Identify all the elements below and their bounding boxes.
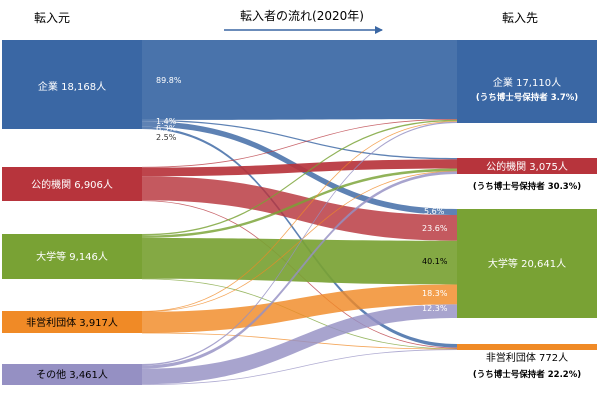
source-label-other: その他 3,461人 bbox=[36, 368, 108, 381]
pct-univ-from-university: 40.1% bbox=[422, 257, 448, 266]
flow-university-to-university bbox=[142, 238, 457, 285]
target-label-npo: 非営利団体 772人 bbox=[486, 351, 568, 364]
source-node-university bbox=[2, 234, 142, 279]
flow-public-to-company bbox=[141, 119, 458, 168]
pct-company-to-public: 1.4% bbox=[156, 117, 177, 126]
flow-npo-to-university bbox=[142, 284, 457, 333]
pct-univ-from-company: 5.6% bbox=[424, 207, 445, 216]
source-node-other bbox=[2, 364, 142, 385]
flow-public-to-public bbox=[142, 159, 457, 177]
flow-other-to-public bbox=[142, 171, 457, 369]
header-flow-title: 転入者の流れ(2020年) bbox=[240, 9, 364, 23]
target-label-company: 企業 17,110人 bbox=[493, 76, 561, 89]
source-node-company bbox=[2, 40, 142, 129]
source-label-university: 大学等 9,146人 bbox=[36, 250, 108, 263]
source-nodes: 企業 18,168人 公的機関 6,906人 大学等 9,146人 非営利団体 … bbox=[2, 40, 142, 385]
source-node-public bbox=[2, 167, 142, 201]
target-node-public bbox=[457, 158, 597, 174]
target-node-npo bbox=[457, 344, 597, 350]
target-nodes: 企業 17,110人 (うち博士号保持者 3.7%) 公的機関 3,075人 (… bbox=[457, 40, 597, 380]
header-source-title: 転入元 bbox=[34, 11, 70, 25]
percent-labels: 89.8% 1.4% 6.3% 2.5% 5.6% 23.6% 40.1% 18… bbox=[156, 76, 448, 313]
flow-npo-to-company bbox=[141, 121, 458, 312]
target-label-university: 大学等 20,641人 bbox=[488, 257, 566, 270]
target-node-university bbox=[457, 209, 597, 318]
flow-other-to-company bbox=[142, 121, 457, 366]
pct-univ-from-public: 23.6% bbox=[422, 224, 448, 233]
target-node-company bbox=[457, 40, 597, 123]
pct-company-to-npo: 2.5% bbox=[156, 133, 177, 142]
flow-company-to-company bbox=[142, 40, 457, 120]
target-sublabel-public: (うち博士号保持者 30.3%) bbox=[473, 181, 581, 192]
flow-university-to-company bbox=[142, 119, 457, 236]
source-label-company: 企業 18,168人 bbox=[38, 80, 106, 93]
flow-public-to-university bbox=[142, 176, 457, 241]
target-sublabel-npo: (うち博士号保持者 22.2%) bbox=[473, 369, 581, 380]
target-label-public: 公的機関 3,075人 bbox=[486, 160, 568, 173]
flow-company-to-public bbox=[142, 119, 457, 160]
flow-other-to-npo bbox=[141, 349, 458, 386]
pct-company-to-company: 89.8% bbox=[156, 76, 182, 85]
flow-company-to-npo bbox=[142, 126, 457, 348]
source-label-public: 公的機関 6,906人 bbox=[31, 178, 113, 191]
header-target-title: 転入先 bbox=[502, 11, 538, 25]
flow-npo-to-public bbox=[141, 170, 458, 313]
flow-university-to-public bbox=[142, 168, 457, 239]
source-label-npo: 非営利団体 3,917人 bbox=[26, 316, 118, 329]
source-node-npo bbox=[2, 311, 142, 333]
pct-univ-from-other: 12.3% bbox=[422, 304, 448, 313]
flow-links bbox=[141, 40, 458, 386]
pct-company-to-university: 6.3% bbox=[156, 124, 177, 133]
pct-univ-from-npo: 18.3% bbox=[422, 289, 448, 298]
target-sublabel-company: (うち博士号保持者 3.7%) bbox=[476, 92, 578, 103]
flow-other-to-university bbox=[142, 304, 457, 385]
